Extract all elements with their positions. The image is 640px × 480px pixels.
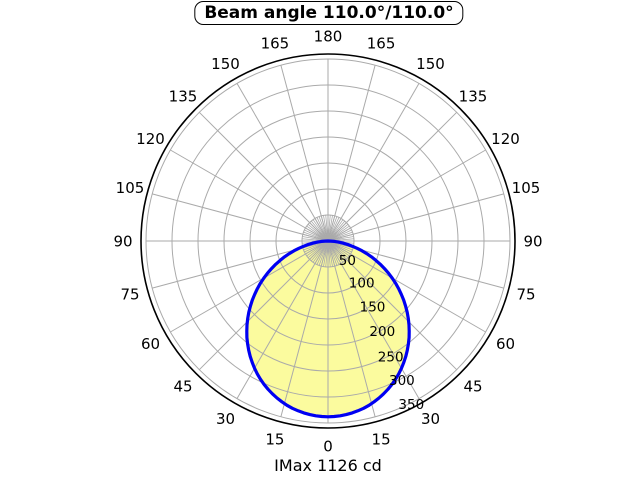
major-spoke (198, 111, 329, 242)
angle-tick-label: 30 (421, 410, 440, 428)
angle-tick-label: 165 (367, 34, 396, 52)
angle-tick-label: 75 (120, 285, 139, 303)
angle-tick-label: 105 (512, 179, 541, 197)
angle-tick-label: 90 (523, 232, 542, 250)
major-spoke (327, 240, 376, 417)
major-spoke (280, 65, 329, 242)
major-spoke (236, 83, 329, 242)
angle-tick-label: 150 (211, 55, 240, 73)
major-spoke (198, 240, 329, 371)
angle-tick-label: 90 (113, 232, 132, 250)
radial-tick-label: 50 (339, 253, 356, 269)
major-spoke (327, 240, 486, 333)
angle-tick-label: 120 (136, 130, 165, 148)
angle-tick-label: 135 (169, 87, 198, 105)
major-spoke (327, 240, 420, 399)
angle-tick-label: 150 (416, 55, 445, 73)
angle-tick-label: 45 (173, 377, 192, 395)
major-spoke (327, 65, 376, 242)
radial-tick-label: 150 (360, 300, 386, 316)
imax-label: IMax 1126 cd (274, 456, 382, 475)
chart-title: Beam angle 110.0°/110.0° (194, 1, 464, 25)
major-spoke (327, 83, 420, 242)
angle-tick-label: 60 (496, 335, 515, 353)
major-spoke (280, 240, 329, 417)
angle-tick-label: 180 (314, 27, 343, 45)
angle-tick-label: 75 (516, 285, 535, 303)
major-spoke (327, 111, 458, 242)
major-spoke (236, 240, 329, 399)
major-spoke (170, 149, 329, 242)
major-spoke (327, 149, 486, 242)
angle-tick-label: 60 (141, 335, 160, 353)
beam-curve (245, 239, 411, 419)
angle-tick-label: 165 (261, 34, 290, 52)
radial-tick-label: 300 (389, 373, 415, 389)
radial-tick-label: 250 (378, 349, 404, 365)
major-spoke (327, 240, 458, 371)
major-spoke (152, 193, 329, 242)
major-spoke (170, 240, 329, 333)
angle-tick-label: 120 (491, 130, 520, 148)
angle-tick-label: 45 (463, 377, 482, 395)
radial-tick-label: 100 (349, 275, 375, 291)
radial-tick-label: 200 (369, 324, 395, 340)
angle-tick-label: 135 (459, 87, 488, 105)
major-spoke (327, 193, 504, 242)
angle-tick-label: 15 (265, 430, 284, 448)
angle-tick-label: 30 (216, 410, 235, 428)
angle-tick-label: 105 (116, 179, 145, 197)
radial-tick-label: 350 (398, 397, 424, 413)
polar-rim (140, 53, 516, 429)
angle-tick-label: 15 (372, 430, 391, 448)
angle-tick-label: 0 (323, 437, 333, 455)
